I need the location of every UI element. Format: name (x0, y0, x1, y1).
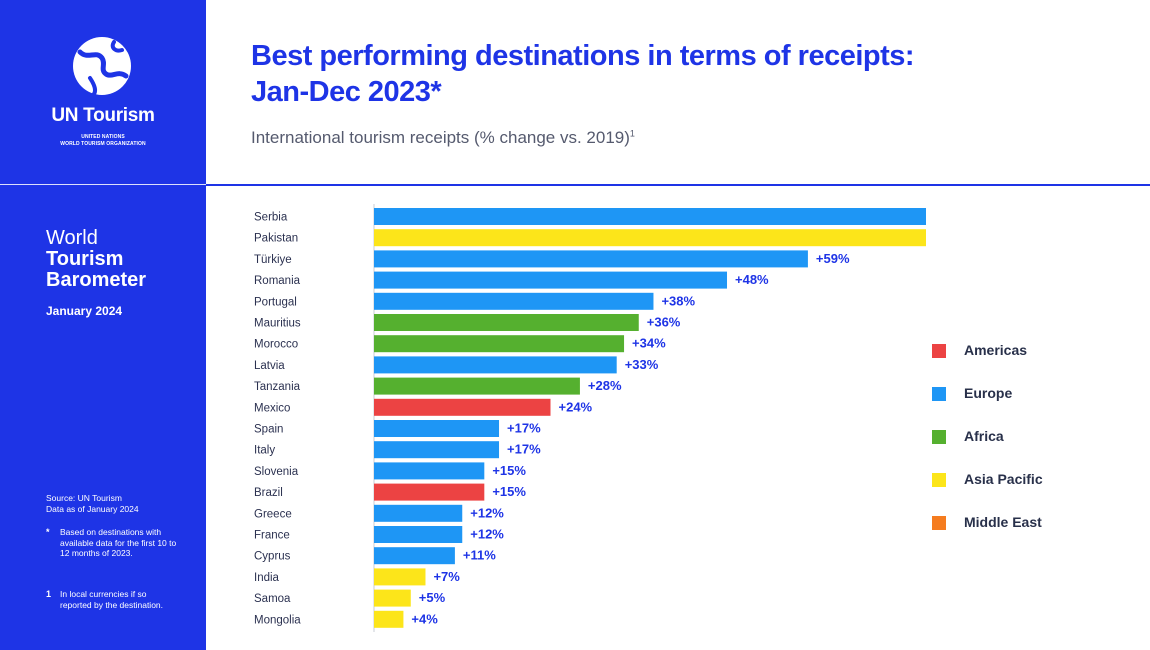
category-label-pakistan: Pakistan (254, 233, 298, 245)
source-line1: Source: UN Tourism (46, 493, 122, 503)
sidebar: UN Tourism UNITED NATIONS WORLD TOURISM … (0, 0, 206, 650)
legend-item-asia-pacific: Asia Pacific (932, 469, 1132, 489)
legend-swatch-europe (932, 387, 946, 401)
bar-italy (374, 441, 500, 459)
bar-samoa (374, 589, 411, 607)
bar-latvia (374, 356, 617, 374)
title-line2: Jan-Dec 2023* (251, 76, 442, 108)
legend-label-asia-pacific: Asia Pacific (964, 471, 1043, 487)
value-label-mauritius: +36% (647, 315, 681, 330)
chart-title: Best performing destinations in terms of… (251, 38, 1111, 110)
value-label-india: +7% (433, 569, 460, 584)
source-note: Source: UN Tourism Data as of January 20… (46, 493, 196, 515)
value-label-t-rkiye: +59% (816, 251, 850, 266)
value-label-samoa: +5% (419, 590, 446, 605)
category-label-tanzania: Tanzania (254, 381, 301, 393)
value-label-france: +12% (470, 527, 504, 542)
bar-france (374, 526, 463, 543)
source-line2: Data as of January 2024 (46, 504, 139, 514)
category-label-italy: Italy (254, 445, 275, 457)
category-label-portugal: Portugal (254, 296, 297, 308)
legend-item-americas: Americas (932, 340, 1132, 360)
barometer-line3: Barometer (46, 269, 147, 291)
bar-pakistan (374, 229, 926, 247)
header-rule (206, 184, 1150, 186)
bar-cyprus (374, 547, 455, 565)
legend-label-middle-east: Middle East (964, 514, 1042, 530)
legend-item-middle-east: Middle East (932, 512, 1132, 532)
bar-romania (374, 271, 728, 289)
bar-brazil (374, 483, 485, 501)
category-label-cyprus: Cyprus (254, 551, 291, 563)
barometer-title: World Tourism Barometer (46, 228, 146, 291)
bar-mauritius (374, 314, 639, 331)
legend-swatch-asia-pacific (932, 473, 946, 487)
value-label-latvia: +33% (625, 357, 659, 372)
category-label-spain: Spain (254, 424, 283, 436)
bar-chart: Serbia+79%Pakistan+77%Türkiye+59%Romania… (254, 204, 926, 632)
legend-item-europe: Europe (932, 383, 1132, 403)
category-label-mexico: Mexico (254, 402, 290, 414)
bar-serbia (374, 208, 926, 225)
value-label-mexico: +24% (559, 399, 593, 414)
legend-label-africa: Africa (964, 428, 1004, 444)
footnote-one-marker: 1 (46, 589, 52, 599)
category-label-greece: Greece (254, 508, 292, 520)
org-name: UN Tourism (51, 105, 155, 126)
category-label-latvia: Latvia (254, 360, 285, 372)
legend-swatch-africa (932, 430, 946, 444)
category-label-romania: Romania (254, 275, 301, 287)
bar-t-rkiye (374, 250, 808, 268)
bar-morocco (374, 335, 625, 353)
bar-greece (374, 504, 463, 522)
bar-tanzania (374, 377, 580, 395)
category-label-mongolia: Mongolia (254, 614, 301, 626)
category-label-morocco: Morocco (254, 339, 298, 351)
bar-slovenia (374, 462, 485, 480)
footnote-star-text: Based on destinations with available dat… (60, 527, 177, 558)
category-label-slovenia: Slovenia (254, 466, 299, 478)
title-line1: Best performing destinations in terms of… (251, 40, 915, 72)
value-label-italy: +17% (507, 442, 541, 457)
bar-india (374, 568, 426, 586)
bar-mexico (374, 398, 551, 416)
report-date: January 2024 (46, 304, 123, 318)
subtitle-footnote-marker: 1 (629, 128, 635, 139)
category-label-brazil: Brazil (254, 487, 283, 499)
category-label-india: India (254, 572, 280, 584)
bar-mongolia (374, 610, 404, 628)
value-label-tanzania: +28% (588, 378, 622, 393)
legend-swatch-middle-east (932, 516, 946, 530)
sidebar-divider (0, 184, 206, 185)
category-label-t-rkiye: Türkiye (254, 254, 292, 266)
value-label-brazil: +15% (492, 484, 526, 499)
value-label-spain: +17% (507, 421, 541, 436)
category-label-samoa: Samoa (254, 593, 291, 605)
category-label-mauritius: Mauritius (254, 318, 301, 330)
value-label-morocco: +34% (632, 336, 666, 351)
org-sub-line2: WORLD TOURISM ORGANIZATION (60, 141, 146, 147)
value-label-portugal: +38% (661, 293, 695, 308)
barometer-line2: Tourism (46, 248, 124, 270)
bar-spain (374, 420, 500, 437)
chart-subtitle: International tourism receipts (% change… (251, 128, 635, 148)
legend-swatch-americas (932, 344, 946, 358)
subtitle-text: International tourism receipts (% change… (251, 128, 630, 147)
org-sub-line1: UNITED NATIONS (81, 134, 125, 140)
footnote-one-text: In local currencies if so reported by th… (60, 589, 164, 610)
legend-item-africa: Africa (932, 426, 1132, 446)
value-label-romania: +48% (735, 272, 769, 287)
bar-portugal (374, 292, 654, 310)
un-tourism-logo-icon (73, 37, 131, 98)
value-label-mongolia: +4% (411, 611, 438, 626)
legend-label-americas: Americas (964, 342, 1028, 358)
value-label-cyprus: +11% (463, 548, 496, 563)
value-label-slovenia: +15% (492, 463, 526, 478)
barometer-line1: World (46, 227, 98, 249)
category-label-serbia: Serbia (254, 212, 288, 224)
legend-label-europe: Europe (964, 385, 1013, 401)
category-label-france: France (254, 530, 290, 542)
footnote-star-marker: * (46, 527, 50, 537)
value-label-greece: +12% (470, 505, 504, 520)
